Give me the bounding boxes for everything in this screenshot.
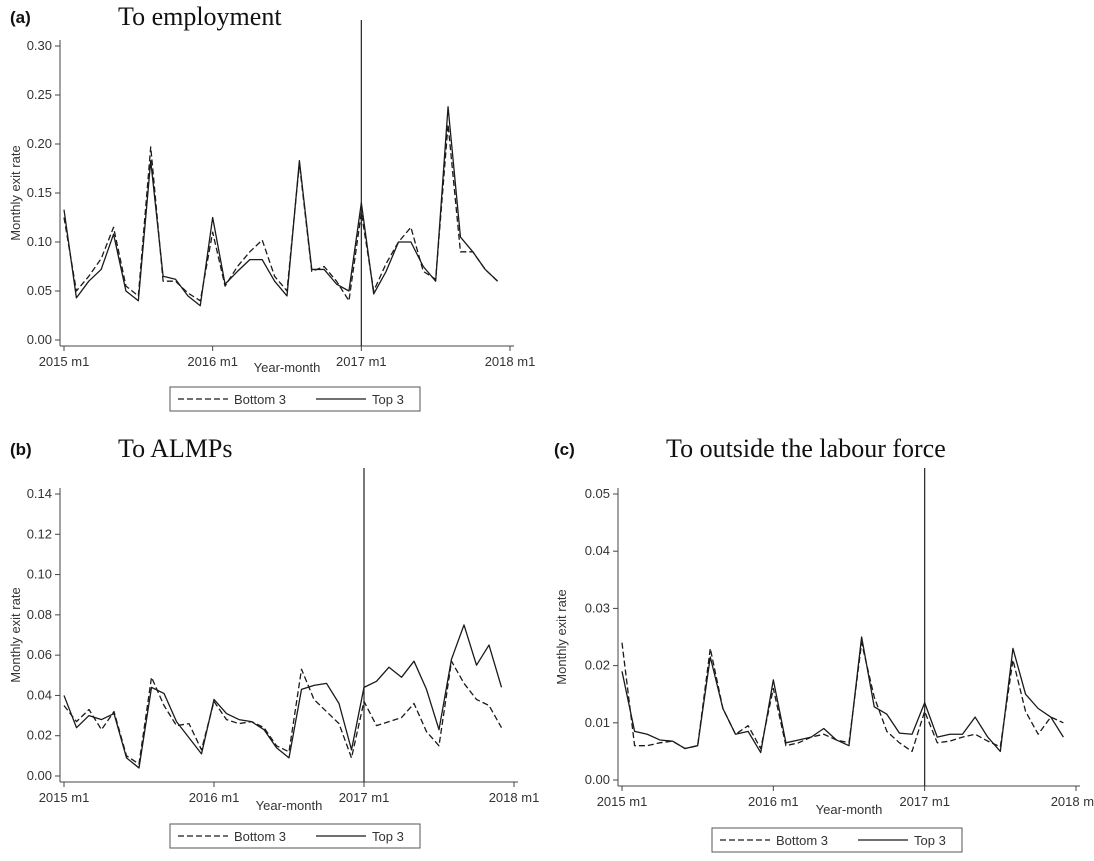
y-tick-label: 0.01 <box>585 715 610 730</box>
y-axis-label: Monthly exit rate <box>554 589 569 684</box>
panel-a: (a) To employment 0.00 0.05 0.10 0.15 0.20 0.… <box>0 0 560 420</box>
series-line-bottom-3 <box>63 123 499 302</box>
x-tick-label: 2018 m1 <box>489 790 540 805</box>
legend-label-top-3: Top 3 <box>372 829 404 844</box>
legend-box <box>169 386 421 412</box>
legend: Bottom 3 Top 3 <box>169 823 421 849</box>
chart-employment: 0.00 0.05 0.10 0.15 0.20 0.25 0.30 2015 m1 2016 … <box>8 20 536 412</box>
y-tick-label: 0.00 <box>27 332 52 347</box>
legend-label-top-3: Top 3 <box>372 392 404 407</box>
y-tick-label: 0.12 <box>27 526 52 541</box>
x-axis-label: Year-month <box>256 798 323 813</box>
x-tick-label: 2016 m1 <box>748 794 799 809</box>
legend-box <box>169 823 421 849</box>
y-tick-label: 0.03 <box>585 600 610 615</box>
x-tick-label: 2016 m1 <box>187 354 238 369</box>
y-tick-label: 0.30 <box>27 38 52 53</box>
series-line-bottom-3 <box>63 660 503 765</box>
y-tick-label: 0.04 <box>27 687 52 702</box>
y-tick-label: 0.00 <box>27 768 52 783</box>
panel-letter: (c) <box>554 440 575 459</box>
series-line-bottom-3 <box>621 642 1064 753</box>
panel-letter: (a) <box>10 8 31 27</box>
y-tick-label: 0.10 <box>27 567 52 582</box>
y-tick-label: 0.10 <box>27 234 52 249</box>
y-tick-label: 0.06 <box>27 647 52 662</box>
y-axis-label: Monthly exit rate <box>8 145 23 240</box>
y-axis-label: Monthly exit rate <box>8 587 23 682</box>
series-line-top-3 <box>63 106 499 307</box>
chart-outside-labour-force: 0.00 0.01 0.02 0.03 0.04 0.05 2015 m1 2016 m1 20… <box>554 468 1094 853</box>
x-tick-label: 2015 m1 <box>597 794 648 809</box>
y-tick-label: 0.04 <box>585 543 610 558</box>
y-tick-label: 0.08 <box>27 607 52 622</box>
y-tick-label: 0.05 <box>27 283 52 298</box>
panel-title: To ALMPs <box>118 434 233 463</box>
panel-c: (c) To outside the labour force 0.00 0.01… <box>548 430 1094 861</box>
panel-title: To outside the labour force <box>666 434 946 463</box>
y-tick-label: 0.20 <box>27 136 52 151</box>
legend-label-bottom-3: Bottom 3 <box>234 392 286 407</box>
x-axis-label: Year-month <box>254 360 321 375</box>
y-tick-label: 0.15 <box>27 185 52 200</box>
y-tick-label: 0.25 <box>27 87 52 102</box>
y-tick-label: 0.00 <box>585 772 610 787</box>
x-tick-label: 2017 m1 <box>336 354 387 369</box>
panel-title: To employment <box>118 2 282 31</box>
x-tick-label: 2018 m1 <box>1051 794 1094 809</box>
chart-almps: 0.00 0.02 0.04 0.06 0.08 0.10 0.12 0.14 2015 m1 2… <box>8 468 540 849</box>
legend-box <box>711 827 963 853</box>
series-line-top-3 <box>621 636 1064 754</box>
panel-letter: (b) <box>10 440 32 459</box>
x-tick-label: 2016 m1 <box>189 790 240 805</box>
x-tick-label: 2018 m1 <box>485 354 536 369</box>
legend-label-bottom-3: Bottom 3 <box>776 833 828 848</box>
y-tick-label: 0.02 <box>585 658 610 673</box>
y-tick-label: 0.02 <box>27 728 52 743</box>
legend-label-top-3: Top 3 <box>914 833 946 848</box>
x-tick-label: 2015 m1 <box>39 790 90 805</box>
legend: Bottom 3 Top 3 <box>169 386 421 412</box>
legend-label-bottom-3: Bottom 3 <box>234 829 286 844</box>
x-tick-label: 2017 m1 <box>899 794 950 809</box>
series-line-top-3 <box>63 624 503 769</box>
x-tick-label: 2017 m1 <box>339 790 390 805</box>
y-tick-label: 0.14 <box>27 486 52 501</box>
x-axis-label: Year-month <box>816 802 883 817</box>
y-tick-label: 0.05 <box>585 486 610 501</box>
panel-b: (b) To ALMPs 0.00 0.02 0.04 0.06 0.08 0.10 0.1… <box>0 430 560 861</box>
x-tick-label: 2015 m1 <box>39 354 90 369</box>
legend: Bottom 3 Top 3 <box>711 827 963 853</box>
